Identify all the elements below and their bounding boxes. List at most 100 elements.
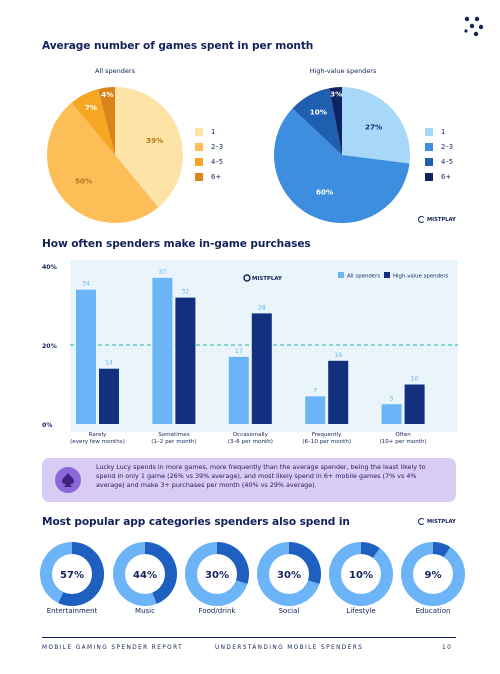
bar-value-label: 37 xyxy=(158,269,166,276)
legend-label: 4–5 xyxy=(441,157,454,166)
x-category-label: Rarely xyxy=(89,432,107,438)
pie-slice-1 xyxy=(342,87,410,164)
donut-lifestyle: 10% xyxy=(329,542,393,606)
donut-value-label: 9% xyxy=(425,570,442,581)
x-category-label: Often xyxy=(395,432,411,438)
legend-label: 1 xyxy=(211,127,216,136)
legend-swatch xyxy=(425,172,433,181)
legend-swatch xyxy=(338,272,344,278)
legend-swatch xyxy=(425,142,433,151)
pie-slice-4–5 xyxy=(71,89,115,155)
pie-slice-6+ xyxy=(329,87,342,155)
donut-hole xyxy=(269,554,309,594)
bar-high-value xyxy=(175,297,196,424)
pie-slice-label: 10% xyxy=(310,108,327,117)
footer-page-number: 10 xyxy=(442,645,453,651)
donut-value-label: 57% xyxy=(60,570,84,581)
donut-social: 30% xyxy=(257,542,321,606)
legend-label: 1 xyxy=(441,127,446,136)
legend-swatch xyxy=(425,127,433,136)
legend-label: All spenders xyxy=(347,274,380,280)
pie-1-title: All spenders xyxy=(95,67,135,75)
pie-2-title: High-value spenders xyxy=(309,67,377,75)
x-category-label: Frequently xyxy=(312,432,342,438)
donut-hole xyxy=(413,554,453,594)
brand-dots-logo xyxy=(462,15,484,37)
x-category-label: (3–6 per month) xyxy=(228,439,273,445)
pie-slice-label: 27% xyxy=(365,123,382,132)
donut-hole xyxy=(52,554,92,594)
pie-slice-1 xyxy=(115,87,183,208)
mistplay-mark-icon xyxy=(243,274,251,282)
donut-value-label: 30% xyxy=(205,570,229,581)
bar-all xyxy=(76,289,96,424)
legend-swatch xyxy=(195,172,203,181)
legend-swatch xyxy=(384,272,390,278)
pie-2-legend: 1 2–3 4–5 6+ xyxy=(425,124,453,184)
logo-text: MISTPLAY xyxy=(427,518,456,525)
legend-label: High-value spenders xyxy=(393,274,449,280)
section-2-title: How often spenders make in-game purchase… xyxy=(42,238,311,250)
donut-value-label: 44% xyxy=(133,570,157,581)
y-tick-label: 0% xyxy=(42,422,53,429)
donut-hole xyxy=(197,554,237,594)
bar-value-label: 32 xyxy=(181,289,189,296)
spade-badge-icon xyxy=(55,467,81,493)
mistplay-mark-icon xyxy=(418,216,425,223)
x-category-label: (1–2 per month) xyxy=(151,439,196,445)
bar-high-value xyxy=(99,368,119,424)
pie-slice-6+ xyxy=(98,87,115,155)
donut-entertainment: 57% xyxy=(40,542,104,606)
bar-value-label: 16 xyxy=(334,352,342,359)
donut-category-label: Music xyxy=(135,607,155,615)
logo-text: MISTPLAY xyxy=(427,216,456,223)
footer-section-title: UNDERSTANDING MOBILE SPENDERS xyxy=(215,645,364,651)
donut-food-drink: 30% xyxy=(185,542,249,606)
donut-hole xyxy=(341,554,381,594)
bar-value-label: 10 xyxy=(411,376,419,383)
donut-education: 9% xyxy=(401,542,465,606)
legend-label: 4–5 xyxy=(211,157,224,166)
bar-all xyxy=(381,404,402,424)
legend-label: 2–3 xyxy=(211,142,224,151)
legend-swatch xyxy=(195,127,203,136)
legend-swatch xyxy=(195,142,203,151)
pie-slice-2–3 xyxy=(47,102,159,223)
pie-slice-4–5 xyxy=(292,88,342,155)
pie-1-legend: 1 2–3 4–5 6+ xyxy=(195,124,223,184)
x-category-label: Occasionally xyxy=(233,432,269,438)
legend-label: 6+ xyxy=(441,172,452,181)
mistplay-logo: MISTPLAY xyxy=(418,216,456,223)
donut-category-label: Social xyxy=(278,607,300,615)
pie-chart-high-value-spenders: 27% 60% 10%3% xyxy=(274,87,410,223)
donut-row-app-categories: 57% 44% 30% 30% 10% 9% xyxy=(40,542,465,606)
x-category-label: (every few months) xyxy=(70,439,125,445)
logo-text: MISTPLAY xyxy=(252,276,282,282)
pie-chart-all-spenders: 39% 50% 7% 4% xyxy=(47,87,183,223)
bar-all xyxy=(152,277,173,424)
x-category-label: (10+ per month) xyxy=(380,439,427,445)
section-3-title: Most popular app categories spenders als… xyxy=(42,516,350,528)
pie-slice-label: 3% xyxy=(330,90,342,99)
mistplay-logo: MISTPLAY xyxy=(243,274,282,282)
footer-divider xyxy=(42,637,456,638)
bar-value-label: 34 xyxy=(82,281,90,288)
donut-category-label: Entertainment xyxy=(46,607,98,615)
donut-hole xyxy=(125,554,165,594)
bar-all xyxy=(228,356,249,424)
bar-value-label: 14 xyxy=(105,360,113,367)
donut-value-label: 30% xyxy=(277,570,301,581)
bar-value-label: 28 xyxy=(258,304,266,311)
x-category-label: Sometimes xyxy=(158,432,190,438)
donut-category-label: Education xyxy=(415,607,451,615)
callout-text: Lucky Lucy spends in more games, more fr… xyxy=(96,463,426,490)
donut-category-label: Lifestyle xyxy=(346,607,376,615)
bar-high-value xyxy=(251,313,272,424)
pie-slice-label: 39% xyxy=(146,136,163,145)
y-tick-label: 40% xyxy=(42,264,57,271)
bar-all xyxy=(305,396,326,424)
donut-music: 44% xyxy=(113,542,177,606)
bar-high-value xyxy=(404,384,425,424)
x-category-label: (6–10 per month) xyxy=(302,439,351,445)
legend-swatch xyxy=(195,157,203,166)
